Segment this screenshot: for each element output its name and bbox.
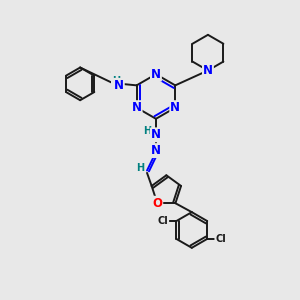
Text: N: N — [151, 144, 161, 157]
Text: N: N — [114, 79, 124, 92]
Text: N: N — [203, 64, 213, 77]
Text: H: H — [136, 164, 145, 173]
Text: H: H — [144, 126, 152, 136]
Text: O: O — [152, 197, 162, 210]
Text: N: N — [151, 128, 161, 141]
Text: Cl: Cl — [215, 234, 226, 244]
Text: Cl: Cl — [158, 216, 168, 226]
Text: H: H — [112, 76, 120, 86]
Text: N: N — [132, 101, 142, 114]
Text: N: N — [170, 101, 180, 114]
Text: N: N — [151, 68, 161, 81]
